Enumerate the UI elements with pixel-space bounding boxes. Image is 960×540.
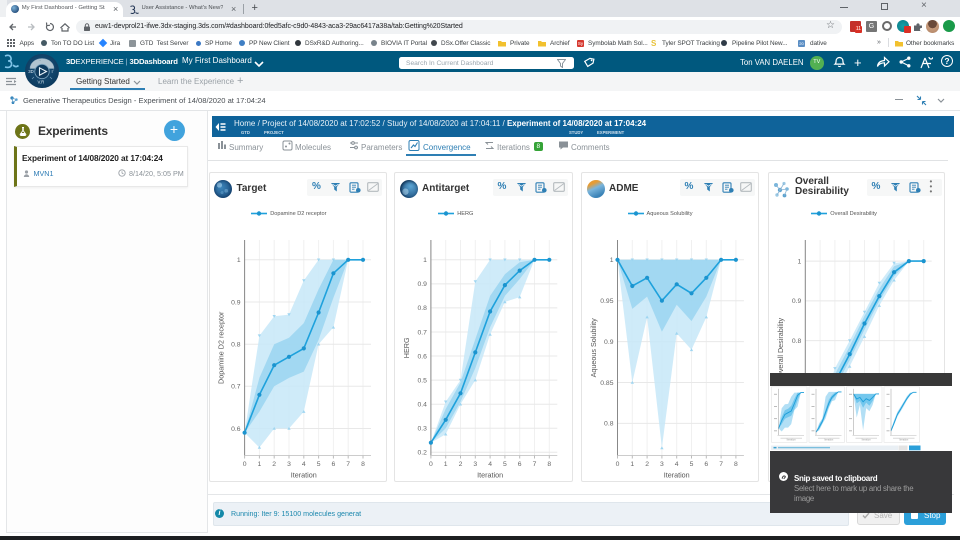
svg-text:4: 4 (675, 461, 679, 468)
svg-text:5: 5 (690, 461, 694, 468)
svg-text:0: 0 (243, 461, 247, 468)
svg-text:7: 7 (346, 461, 350, 468)
svg-text:Iteration: Iteration (787, 438, 797, 441)
svg-text:0.7: 0.7 (417, 329, 427, 336)
svg-text:3: 3 (660, 461, 664, 468)
svg-text:I´: I´ (51, 69, 54, 74)
svg-text:Iteration: Iteration (664, 471, 690, 480)
svg-text:Iteration: Iteration (862, 438, 872, 441)
svg-text:8: 8 (547, 461, 551, 468)
svg-text:0.3: 0.3 (417, 426, 427, 433)
svg-text:0.8: 0.8 (792, 338, 802, 345)
svg-text:0: 0 (616, 461, 620, 468)
svg-text:0: 0 (429, 461, 433, 468)
svg-text:0.9: 0.9 (792, 298, 802, 305)
svg-text:2: 2 (272, 461, 276, 468)
svg-text:0.7: 0.7 (231, 384, 241, 391)
svg-text:0.2: 0.2 (417, 450, 427, 457)
svg-text:1: 1 (630, 461, 634, 468)
svg-text:7: 7 (533, 461, 537, 468)
svg-text:Iteration: Iteration (291, 471, 317, 480)
svg-text:0.8: 0.8 (417, 305, 427, 312)
svg-text:0.5: 0.5 (417, 377, 427, 384)
svg-text:6: 6 (518, 461, 522, 468)
svg-text:8: 8 (361, 461, 365, 468)
svg-text:3D: 3D (28, 69, 34, 74)
svg-text:6: 6 (332, 461, 336, 468)
svg-text:5: 5 (503, 461, 507, 468)
svg-text:Dopamine D2 receptor: Dopamine D2 receptor (217, 311, 226, 384)
svg-text:1: 1 (258, 461, 262, 468)
svg-text:V.R: V.R (37, 79, 44, 84)
svg-text:Iteration: Iteration (824, 438, 834, 441)
svg-text:2: 2 (459, 461, 463, 468)
svg-text:6: 6 (704, 461, 708, 468)
svg-text:8: 8 (734, 461, 738, 468)
svg-text:2: 2 (645, 461, 649, 468)
svg-text:HERG: HERG (402, 337, 411, 358)
svg-text:0.6: 0.6 (417, 353, 427, 360)
svg-text:Iteration: Iteration (899, 438, 909, 441)
svg-text:0.6: 0.6 (231, 426, 241, 433)
svg-text:1: 1 (798, 258, 802, 265)
svg-text:1: 1 (444, 461, 448, 468)
svg-text:0.8: 0.8 (604, 421, 614, 428)
svg-text:0.8: 0.8 (231, 342, 241, 349)
svg-text:3: 3 (287, 461, 291, 468)
svg-text:Overall Desirability: Overall Desirability (776, 317, 785, 377)
svg-text:0.9: 0.9 (604, 339, 614, 346)
svg-text:3: 3 (473, 461, 477, 468)
svg-text:4: 4 (488, 461, 492, 468)
svg-text:4: 4 (302, 461, 306, 468)
svg-text:⋅⋅: ⋅⋅ (38, 58, 40, 62)
svg-text:0.9: 0.9 (417, 281, 427, 288)
svg-text:0.85: 0.85 (600, 380, 613, 387)
svg-text:0.95: 0.95 (600, 298, 613, 305)
svg-text:7: 7 (719, 461, 723, 468)
svg-text:Aqueous Solubility: Aqueous Solubility (589, 318, 598, 378)
svg-text:1: 1 (610, 257, 614, 264)
svg-text:Iteration: Iteration (477, 471, 503, 480)
svg-text:5: 5 (317, 461, 321, 468)
svg-text:1: 1 (237, 257, 241, 264)
svg-text:0.4: 0.4 (417, 402, 427, 409)
svg-text:0.9: 0.9 (231, 299, 241, 306)
svg-text:1: 1 (423, 257, 427, 264)
